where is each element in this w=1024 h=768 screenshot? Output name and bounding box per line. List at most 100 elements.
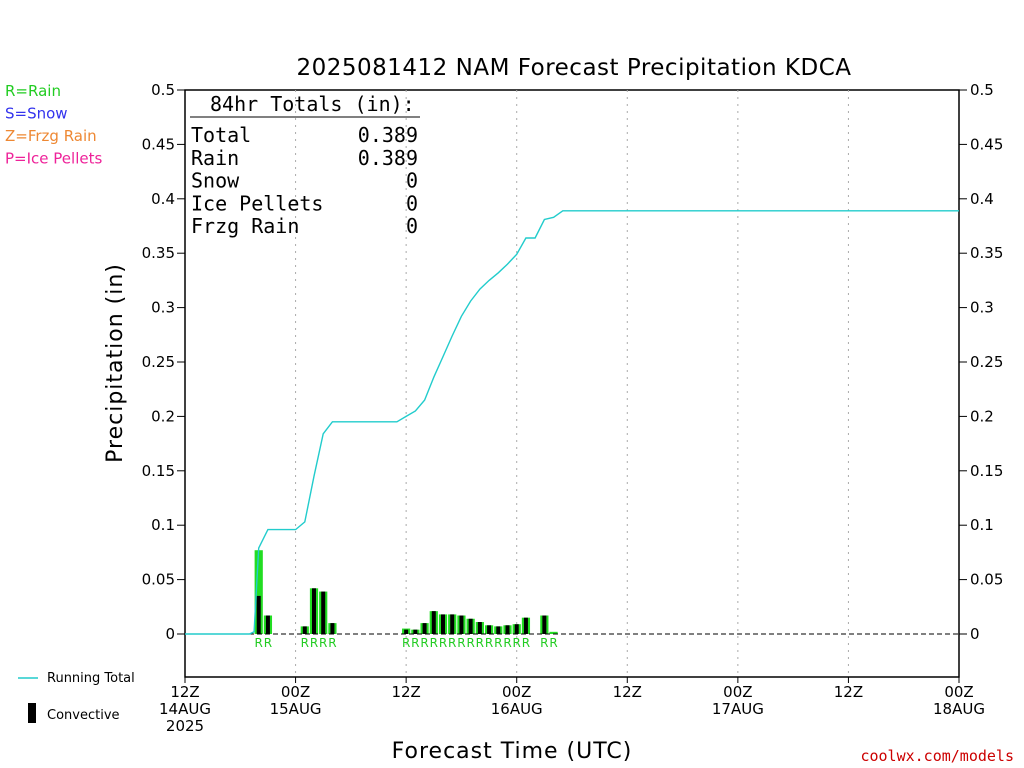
x-tick-label: 12Z — [170, 683, 199, 701]
precip-type-legend-item: P=Ice Pellets — [5, 150, 102, 168]
precip-type-label: R — [466, 636, 474, 650]
x-tick-label: 2025 — [166, 717, 204, 735]
convective-bar — [523, 617, 528, 634]
y-tick-label-right: 0.5 — [970, 81, 994, 99]
convective-bar — [477, 622, 482, 634]
convective-bar — [487, 625, 492, 634]
y-axis-ticks: 0.5 0.5 0.45 0.45 0.4 0.4 0.35 0.35 0.3 0.3 0.25 0.… — [142, 81, 1004, 643]
running-total-line — [185, 210, 959, 635]
y-axis-label: Precipitation (in) — [103, 263, 128, 463]
precip-type-label: R — [439, 636, 447, 650]
convective-bar — [450, 614, 455, 634]
precip-type-label: R — [411, 636, 419, 650]
precip-type-legend: R=Rain S=Snow Z=Frzg Rain P=Ice Pellets — [5, 82, 102, 168]
y-tick-label-right: 0.25 — [970, 353, 1003, 371]
y-tick-label-right: 0.15 — [970, 462, 1003, 480]
totals-row-value: 0 — [406, 169, 418, 193]
x-tick-label: 12Z — [613, 683, 642, 701]
totals-row-label: Ice Pellets — [191, 191, 323, 215]
precip-type-label: R — [485, 636, 493, 650]
convective-bar — [413, 629, 418, 634]
convective-bar — [514, 624, 519, 634]
precip-bar — [254, 550, 263, 634]
convective-bar — [404, 629, 409, 634]
precip-type-label: R — [255, 636, 263, 650]
totals-row-label: Snow — [191, 169, 240, 193]
precip-type-legend-item: S=Snow — [5, 105, 68, 123]
totals-box: 84hr Totals (in): Total 0.389 Rain 0.389 Sno… — [190, 92, 420, 238]
convective-bar — [321, 591, 326, 634]
running-total-legend-label: Running Total — [47, 671, 135, 686]
totals-row-value: 0.389 — [358, 146, 418, 170]
precip-type-label: R — [448, 636, 456, 650]
precip-type-label: R — [513, 636, 521, 650]
convective-bar — [468, 618, 473, 634]
precip-type-label: R — [301, 636, 309, 650]
y-tick-label-left: 0.35 — [142, 244, 175, 262]
y-tick-label-right: 0.05 — [970, 571, 1003, 589]
totals-row-label: Rain — [191, 146, 239, 170]
y-tick-label-right: 0.4 — [970, 190, 994, 208]
convective-bar — [422, 623, 427, 634]
totals-row-value: 0 — [406, 214, 418, 238]
precip-type-label: R — [264, 636, 272, 650]
x-axis-label: Forecast Time (UTC) — [392, 739, 633, 764]
convective-bar — [256, 595, 261, 634]
x-tick-label: 00Z — [944, 683, 973, 701]
x-tick-label: 00Z — [502, 683, 531, 701]
convective-legend-swatch — [28, 703, 36, 723]
totals-row-value: 0 — [406, 191, 418, 215]
x-tick-label: 18AUG — [933, 700, 985, 718]
precip-type-label: R — [420, 636, 428, 650]
precip-type-label: R — [476, 636, 484, 650]
x-tick-label: 12Z — [391, 683, 420, 701]
y-tick-label-right: 0.3 — [970, 299, 994, 317]
convective-bar — [441, 614, 445, 634]
y-tick-label-left: 0.05 — [142, 571, 175, 589]
x-tick-label: 16AUG — [491, 700, 543, 718]
precip-bar — [549, 631, 558, 634]
y-tick-label-left: 0.45 — [142, 135, 175, 153]
precip-type-label: R — [494, 636, 502, 650]
convective-bar — [459, 615, 464, 634]
y-tick-label-left: 0.15 — [142, 462, 175, 480]
y-tick-label-right: 0 — [970, 625, 980, 643]
precip-type-label: R — [457, 636, 465, 650]
x-tick-label: 14AUG — [159, 700, 211, 718]
precip-type-label: R — [522, 636, 530, 650]
y-tick-label-left: 0.25 — [142, 353, 175, 371]
totals-row-value: 0.389 — [358, 123, 418, 147]
convective-bar — [496, 626, 501, 634]
precip-type-label: R — [549, 636, 557, 650]
totals-row-label: Frzg Rain — [191, 214, 299, 238]
x-tick-label: 12Z — [834, 683, 863, 701]
series-legend: Running Total Convective — [18, 671, 135, 723]
y-tick-label-left: 0.3 — [151, 299, 175, 317]
convective-bar — [505, 625, 510, 634]
y-tick-label-right: 0.2 — [970, 407, 994, 425]
convective-legend-label: Convective — [47, 708, 120, 723]
x-tick-label: 15AUG — [270, 700, 322, 718]
chart-title: 2025081412 NAM Forecast Precipitation KD… — [296, 55, 851, 81]
precip-type-label: R — [310, 636, 318, 650]
precip-type-label: R — [328, 636, 336, 650]
plot-frame — [184, 89, 960, 678]
x-tick-label: 17AUG — [712, 700, 764, 718]
convective-bar — [265, 615, 270, 634]
precip-type-label: R — [402, 636, 410, 650]
y-tick-label-left: 0 — [165, 625, 175, 643]
y-tick-label-left: 0.5 — [151, 81, 175, 99]
precip-bars — [254, 550, 558, 634]
y-tick-label-left: 0.1 — [151, 516, 175, 534]
y-tick-label-left: 0.2 — [151, 407, 175, 425]
convective-bar — [312, 588, 316, 634]
y-tick-label-right: 0.35 — [970, 244, 1003, 262]
convective-bar — [542, 615, 547, 634]
precip-type-legend-item: Z=Frzg Rain — [5, 127, 97, 145]
y-tick-label-right: 0.45 — [970, 135, 1003, 153]
precip-type-label: R — [503, 636, 511, 650]
totals-header: 84hr Totals (in): — [210, 92, 415, 116]
precip-type-label: R — [540, 636, 548, 650]
